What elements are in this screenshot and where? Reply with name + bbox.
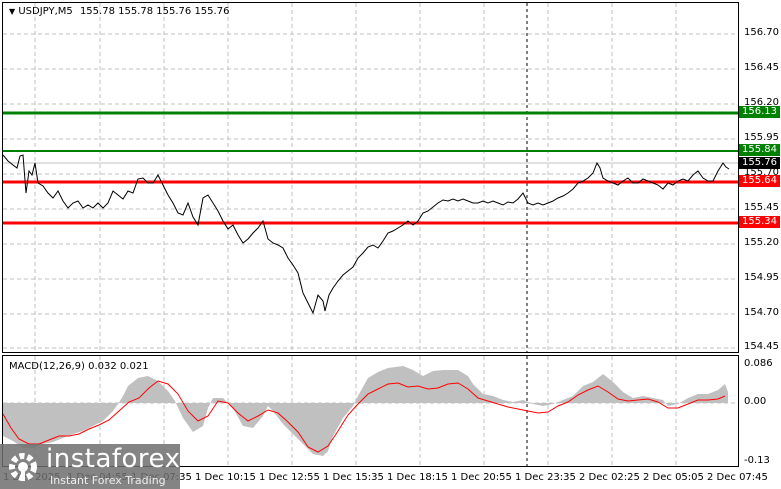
triangle-down-icon[interactable]: ▼ [9, 7, 16, 16]
current-price-tag: 155.76 [739, 157, 780, 169]
watermark-brand: instaforex [46, 444, 181, 474]
horizontal-grid [3, 33, 738, 349]
time-label: 2 Dec 02:25 [579, 472, 640, 483]
price-chart-svg [3, 3, 738, 352]
price-chart-pane[interactable]: ▼ USDJPY,M5 155.78 155.78 155.76 155.76 [2, 2, 739, 353]
macd-tick: 0.00 [744, 396, 767, 407]
price-tick: 156.20 [744, 97, 779, 108]
symbol-timeframe: USDJPY,M5 [18, 6, 73, 17]
macd-tick: -0.13 [744, 455, 770, 466]
price-tick: 156.70 [744, 27, 779, 38]
price-tick: 155.70 [744, 167, 779, 178]
time-label: 1 Dec 15:35 [323, 472, 384, 483]
macd-histogram [3, 366, 728, 456]
level-tag-156-13: 156.13 [739, 106, 780, 118]
vertical-grid [34, 3, 677, 352]
time-label: 1 Dec 18:15 [387, 472, 448, 483]
price-tick: 155.45 [744, 202, 779, 213]
price-tick: 155.95 [744, 132, 779, 143]
level-tag-155-84: 155.84 [739, 144, 780, 156]
level-tag-155-64: 155.64 [739, 175, 780, 187]
macd-tick: 0.086 [744, 358, 773, 369]
time-label: 1 Dec 20:55 [451, 472, 512, 483]
ohlc-values: 155.78 155.78 155.76 155.76 [79, 6, 230, 17]
chart-header: ▼ USDJPY,M5 155.78 155.78 155.76 155.76 [9, 6, 229, 17]
gear-logo-icon [9, 453, 37, 481]
price-tick: 156.45 [744, 62, 779, 73]
macd-signal-line [3, 380, 726, 453]
price-line [3, 154, 730, 315]
level-tag-155-34: 155.34 [739, 216, 780, 228]
macd-header: MACD(12,26,9) 0.032 0.021 [9, 361, 149, 372]
time-label: 2 Dec 07:45 [707, 472, 768, 483]
price-tick: 154.95 [744, 272, 779, 283]
watermark-tagline: Instant Forex Trading [50, 474, 166, 487]
instaforex-watermark: instaforex Instant Forex Trading [0, 444, 180, 489]
time-label: 2 Dec 05:05 [643, 472, 704, 483]
price-tick: 154.45 [744, 341, 779, 352]
time-label: 1 Dec 23:35 [515, 472, 576, 483]
time-label: 1 Dec 10:15 [195, 472, 256, 483]
price-tick: 155.20 [744, 237, 779, 248]
time-label: 1 Dec 12:55 [259, 472, 320, 483]
price-tick: 154.70 [744, 307, 779, 318]
